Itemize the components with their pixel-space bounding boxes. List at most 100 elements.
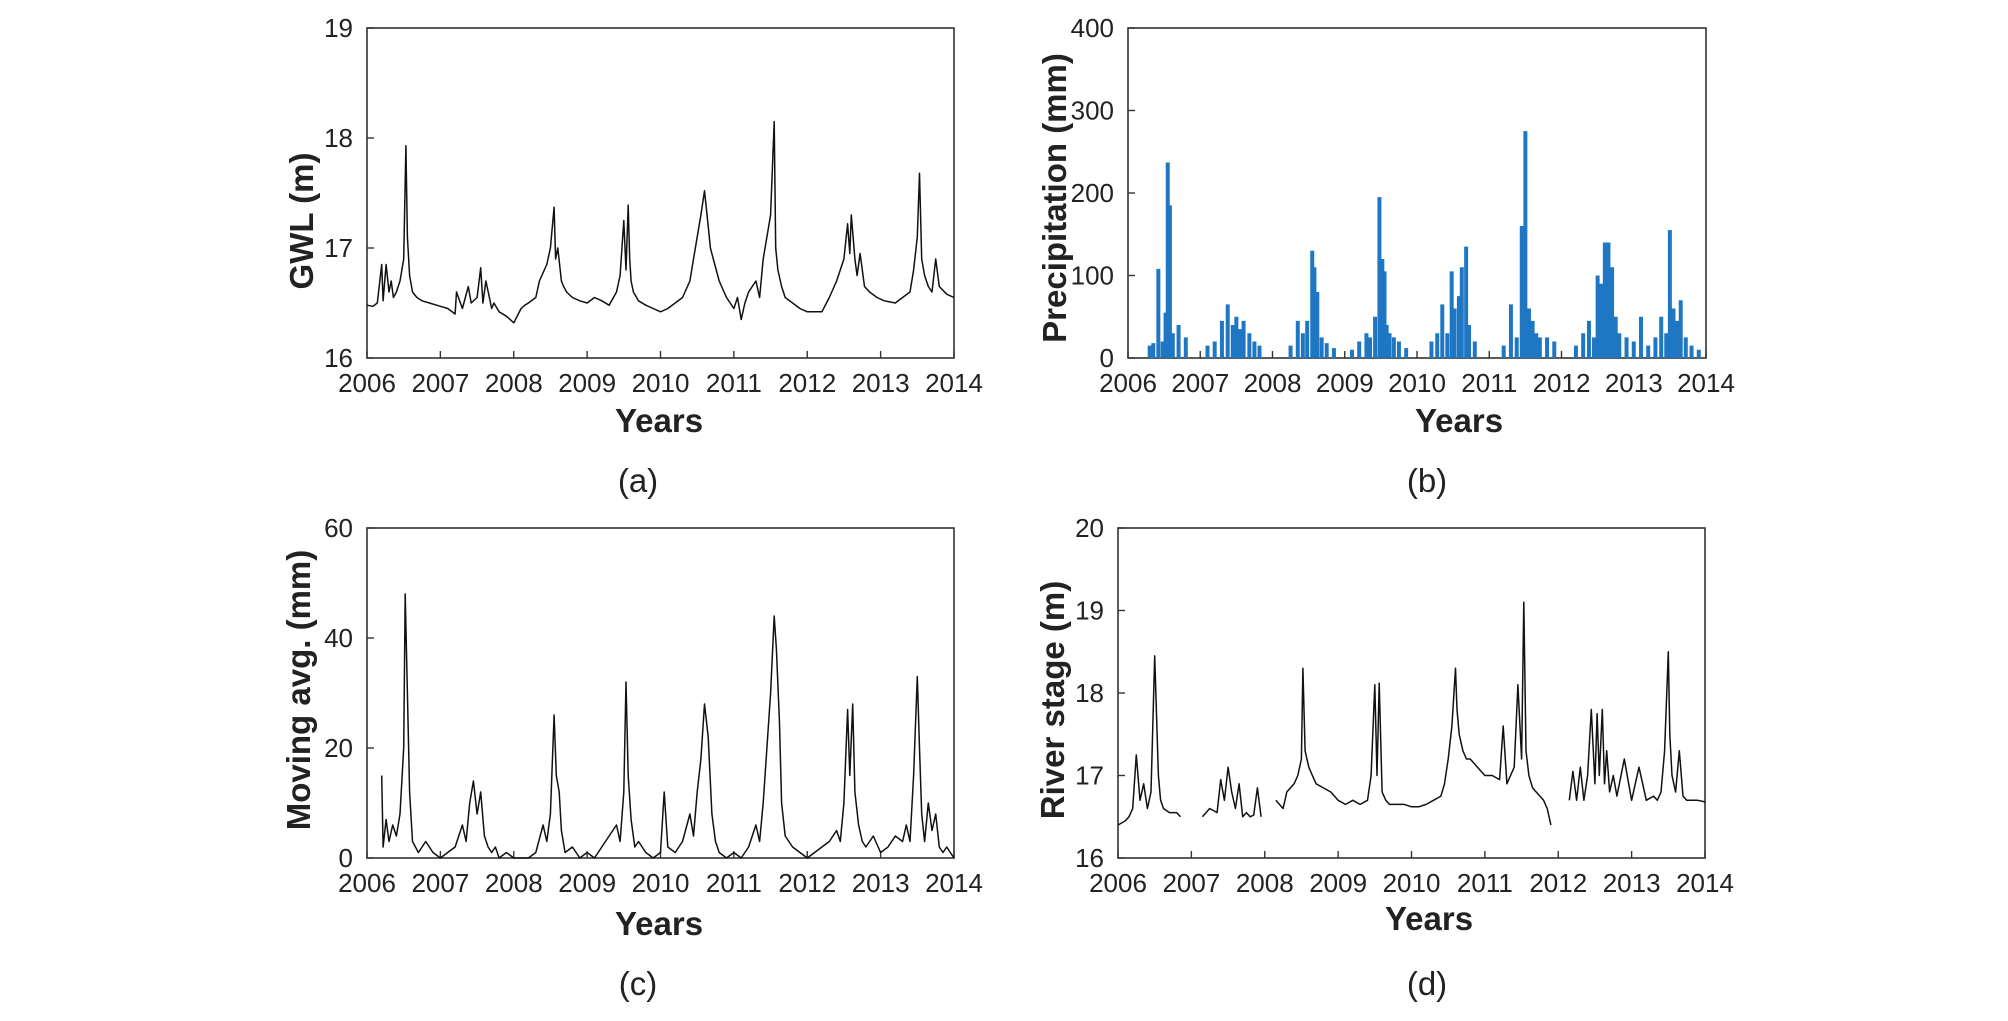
precipitation-bar <box>1167 205 1172 358</box>
precipitation-bar <box>1675 320 1680 358</box>
precipitation-bar <box>1581 333 1586 358</box>
precipitation-bar <box>1595 275 1600 358</box>
precipitation-bar <box>1689 345 1694 358</box>
precipitation-bar <box>1610 267 1615 358</box>
precipitation-bar <box>1380 259 1385 358</box>
precipitation-bar <box>1387 333 1392 358</box>
y-tick-label: 17 <box>1075 761 1104 791</box>
precipitation-bar <box>1683 337 1688 358</box>
precipitation-bar <box>1459 267 1464 358</box>
series-line-d <box>1201 766 1262 818</box>
precipitation-bar <box>1357 341 1362 358</box>
x-tick-label: 2009 <box>1316 368 1374 398</box>
precipitation-bar <box>1599 283 1604 358</box>
x-tick-label: 2008 <box>485 368 543 398</box>
x-tick-label: 2013 <box>852 368 910 398</box>
x-tick-label: 2010 <box>632 868 690 898</box>
y-tick-label: 100 <box>1071 261 1114 291</box>
y-tick-label: 20 <box>324 733 353 763</box>
panel-d-plot: 2006 2007 2008 2009 2010 2011 2012 2013 2014 16 17… <box>1075 513 1734 898</box>
precipitation-bar <box>1305 320 1310 358</box>
x-tick-label: 2010 <box>632 368 690 398</box>
series-line-d <box>1568 651 1706 803</box>
precipitation-bar <box>1147 345 1152 358</box>
y-tick-label: 16 <box>1075 843 1104 873</box>
panel-b-ylabel: Precipitation (mm) <box>1036 53 1073 343</box>
precipitation-bar <box>1310 250 1315 358</box>
x-tick-label: 2010 <box>1388 368 1446 398</box>
precipitation-bar <box>1156 268 1161 358</box>
precipitation-bar <box>1624 337 1629 358</box>
precipitation-bar <box>1664 333 1669 358</box>
precipitation-bar <box>1331 348 1336 358</box>
precipitation-bar <box>1671 308 1676 358</box>
precipitation-bar <box>1237 329 1242 358</box>
precipitation-bar <box>1429 341 1434 358</box>
x-tick-label: 2009 <box>558 368 616 398</box>
precipitation-bar <box>1435 333 1440 358</box>
precipitation-bar <box>1452 308 1457 358</box>
precipitation-bar <box>1530 320 1535 358</box>
x-tick-label: 2009 <box>558 868 616 898</box>
panel-c-moving-average: 2006 2007 2008 2009 2010 2011 2012 2013 2014 0 20 4… <box>280 513 983 1002</box>
x-tick-label: 2007 <box>411 368 469 398</box>
x-tick-label: 2006 <box>1089 868 1147 898</box>
x-tick-label: 2014 <box>1676 868 1734 898</box>
precipitation-bar <box>1519 226 1524 358</box>
x-tick-label: 2011 <box>1461 368 1517 398</box>
panel-c-ylabel: Moving avg. (mm) <box>280 550 317 831</box>
y-tick-label: 60 <box>324 513 353 543</box>
panel-a-plot: 2006 2007 2008 2009 2010 2011 2012 2013 2014 16 17… <box>324 13 983 398</box>
precipitation-bar <box>1464 246 1469 358</box>
x-tick-label: 2007 <box>411 868 469 898</box>
precipitation-bar <box>1315 292 1320 358</box>
x-tick-label: 2006 <box>338 868 396 898</box>
precipitation-bar <box>1377 197 1382 358</box>
y-tick-label: 40 <box>324 623 353 653</box>
precipitation-bar <box>1319 337 1324 358</box>
precipitation-bar <box>1445 333 1450 358</box>
precipitation-bar <box>1456 296 1461 358</box>
y-tick-label: 20 <box>1075 513 1104 543</box>
panel-a-ylabel: GWL (m) <box>283 153 320 290</box>
y-tick-label: 19 <box>324 13 353 43</box>
panel-a-xlabel: Years <box>615 402 703 439</box>
panel-c-frame <box>366 527 955 859</box>
precipitation-bar <box>1212 341 1217 358</box>
panel-b-precipitation: 2006 2007 2008 2009 2010 2011 2012 2013 2014 0 100… <box>1036 13 1735 499</box>
y-tick-label: 0 <box>1100 343 1114 373</box>
precipitation-bar <box>1501 345 1506 358</box>
precipitation-bar <box>1151 343 1156 358</box>
panel-d-xlabel: Years <box>1385 900 1473 937</box>
precipitation-bar <box>1696 349 1701 358</box>
x-tick-label: 2008 <box>1236 868 1294 898</box>
precipitation-bar <box>1592 337 1597 358</box>
precipitation-bar <box>1586 320 1591 358</box>
panel-a-caption: (a) <box>618 462 658 499</box>
precipitation-bar <box>1526 308 1531 358</box>
precipitation-bar <box>1364 333 1369 358</box>
precipitation-bar <box>1617 333 1622 358</box>
x-tick-label: 2012 <box>778 868 836 898</box>
series-line-d <box>1275 601 1552 826</box>
precipitation-bar <box>1163 312 1168 358</box>
panel-b-plot: 2006 2007 2008 2009 2010 2011 2012 2013 2014 0 100… <box>1071 13 1735 398</box>
x-tick-label: 2011 <box>706 868 762 898</box>
panel-a-gwl: 2006 2007 2008 2009 2010 2011 2012 2013 2014 16 17… <box>283 13 983 499</box>
x-tick-label: 2007 <box>1162 868 1220 898</box>
precipitation-bar <box>1373 316 1378 358</box>
x-tick-label: 2012 <box>778 368 836 398</box>
panel-b-xlabel: Years <box>1415 402 1503 439</box>
x-tick-label: 2012 <box>1533 368 1591 398</box>
precipitation-bar <box>1391 337 1396 358</box>
x-tick-label: 2012 <box>1529 868 1587 898</box>
y-tick-label: 300 <box>1071 96 1114 126</box>
x-tick-label: 2013 <box>852 868 910 898</box>
x-tick-label: 2014 <box>925 868 983 898</box>
precipitation-bar <box>1631 341 1636 358</box>
x-tick-label: 2011 <box>1457 868 1513 898</box>
precipitation-bar <box>1678 300 1683 358</box>
series-line-d <box>1117 655 1181 826</box>
precipitation-bar <box>1288 345 1293 358</box>
precipitation-bar <box>1613 316 1618 358</box>
